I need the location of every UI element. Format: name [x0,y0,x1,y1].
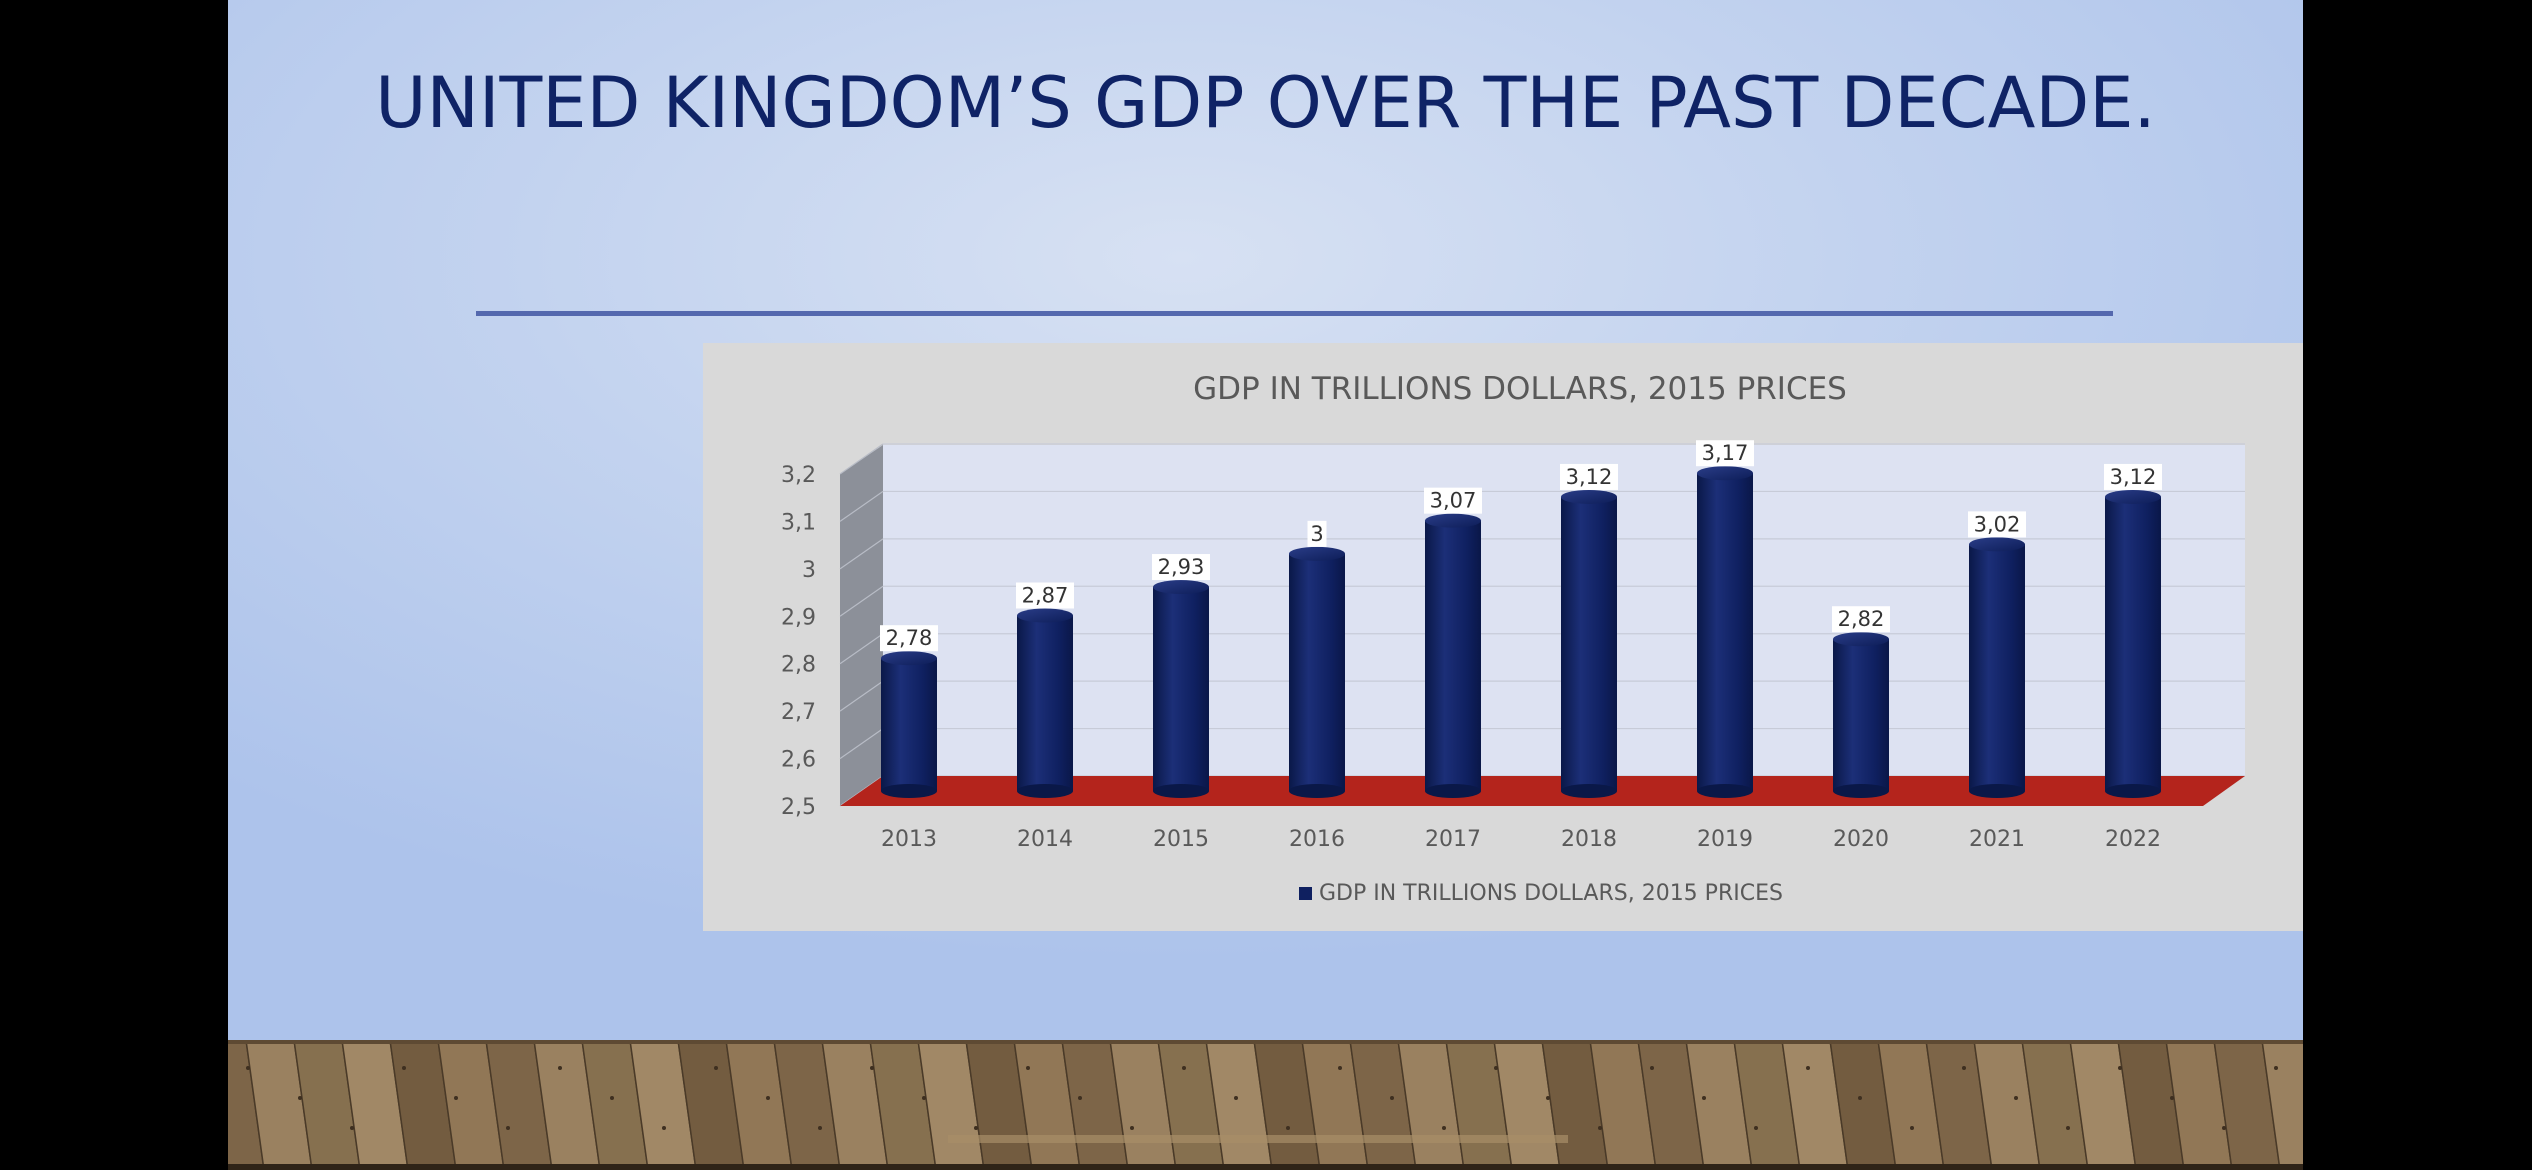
bar-body [1425,520,1481,791]
x-tick-label: 2020 [1833,827,1889,852]
wood-floor [228,1040,2303,1170]
bar-base [1833,784,1889,798]
x-tick-label: 2021 [1969,827,2025,852]
data-labels: 2,78 2,87 2,93 3 3,07 3,12 3,17 2,82 3,02 3,12 [880,440,2162,652]
data-label-box [1424,487,1482,514]
slide: UNITED KINGDOM’S GDP OVER THE PAST DECAD… [228,0,2303,1170]
bar-body [1153,587,1209,791]
bar-base [1289,784,1345,798]
bar-body [1561,496,1617,791]
y-tick-label: 3,2 [781,463,816,488]
bar-cap [881,651,937,666]
bar-base [1969,784,2025,798]
bar-2013 [881,651,937,798]
bar-body [1833,639,1889,791]
gridline-side [839,538,884,570]
data-label: 2,78 [886,626,933,650]
bar-base [1425,784,1481,798]
data-label: 3,12 [1566,465,1613,489]
data-label-box [1968,511,2026,538]
data-label-box [1016,582,1074,609]
chart-panel: GDP IN TRILLIONS DOLLARS, 2015 PRICES 2,… [703,343,2303,931]
gridline-side [839,443,884,475]
bar-base [1561,784,1617,798]
data-label-box [1152,554,1210,581]
bar-2019 [1697,466,1753,798]
data-label-box [880,625,938,652]
data-label: 3,12 [2110,465,2157,489]
bar-base [1697,784,1753,798]
legend-label: GDP IN TRILLIONS DOLLARS, 2015 PRICES [1319,881,1783,906]
bar-2020 [1833,632,1889,798]
bar-cap [1833,632,1889,647]
data-label-box [1832,606,1890,633]
y-axis-tick-labels: 2,5 2,6 2,7 2,8 2,9 3 3,1 3,2 [781,463,816,820]
x-axis-tick-labels: 2013 2014 2015 2016 2017 2018 2019 2020 2021 2022 [881,827,2161,852]
bar-2018 [1561,489,1617,798]
chart-title: GDP IN TRILLIONS DOLLARS, 2015 PRICES [1193,371,1847,407]
data-label: 2,82 [1838,607,1885,631]
bar-cap [1425,513,1481,528]
data-label-box [1696,440,1754,467]
data-label-box [1307,520,1327,547]
gridline-side [839,490,884,522]
bar-2015 [1153,580,1209,798]
x-tick-label: 2019 [1697,827,1753,852]
title-divider [476,311,2113,316]
data-label: 3,07 [1430,489,1477,513]
y-tick-label: 2,9 [781,605,816,630]
gridline-side [839,728,884,760]
y-tick-label: 2,8 [781,653,816,678]
bar-cap [1017,608,1073,623]
bar-base [881,784,937,798]
bar-body [2105,496,2161,791]
y-tick-label: 3 [802,558,816,583]
bar-body [1289,553,1345,791]
bar-2017 [1425,513,1481,798]
bar-base [2105,784,2161,798]
bar-body [1969,544,2025,791]
gridline-side [839,585,884,617]
data-label: 3,02 [1974,512,2021,536]
bar-cap [1697,466,1753,481]
y-tick-label: 2,5 [781,795,816,820]
gridline-side [839,633,884,665]
bar-2016 [1289,546,1345,798]
bar-body [1017,615,1073,791]
bar-cap [2105,489,2161,504]
legend-swatch [1299,887,1312,900]
bar-cap [1561,489,1617,504]
y-tick-label: 3,1 [781,510,816,535]
data-label-box [2104,463,2162,490]
bar-series [881,466,2161,798]
bar-cap [1289,546,1345,561]
x-tick-label: 2022 [2105,827,2161,852]
legend: GDP IN TRILLIONS DOLLARS, 2015 PRICES [1299,881,1783,906]
x-tick-label: 2018 [1561,827,1617,852]
bar-2022 [2105,489,2161,798]
x-tick-label: 2014 [1017,827,1073,852]
slide-title: UNITED KINGDOM’S GDP OVER THE PAST DECAD… [375,62,2156,144]
bar-base [1017,784,1073,798]
bar-body [881,658,937,791]
data-label: 2,93 [1158,555,1205,579]
data-label: 3,17 [1702,441,1749,465]
plot-side-wall [840,445,883,806]
bar-base [1153,784,1209,798]
x-tick-label: 2013 [881,827,937,852]
gridline-side [839,680,884,712]
data-label: 3 [1310,522,1323,546]
x-tick-label: 2017 [1425,827,1481,852]
y-tick-label: 2,7 [781,700,816,725]
y-tick-label: 2,6 [781,748,816,773]
x-tick-label: 2015 [1153,827,1209,852]
bar-cap [1969,537,2025,552]
bar-2021 [1969,537,2025,798]
bar-cap [1153,580,1209,595]
x-tick-label: 2016 [1289,827,1345,852]
data-label: 2,87 [1022,584,1069,608]
bar-2014 [1017,608,1073,798]
data-label-box [1560,463,1618,490]
bar-body [1697,473,1753,791]
